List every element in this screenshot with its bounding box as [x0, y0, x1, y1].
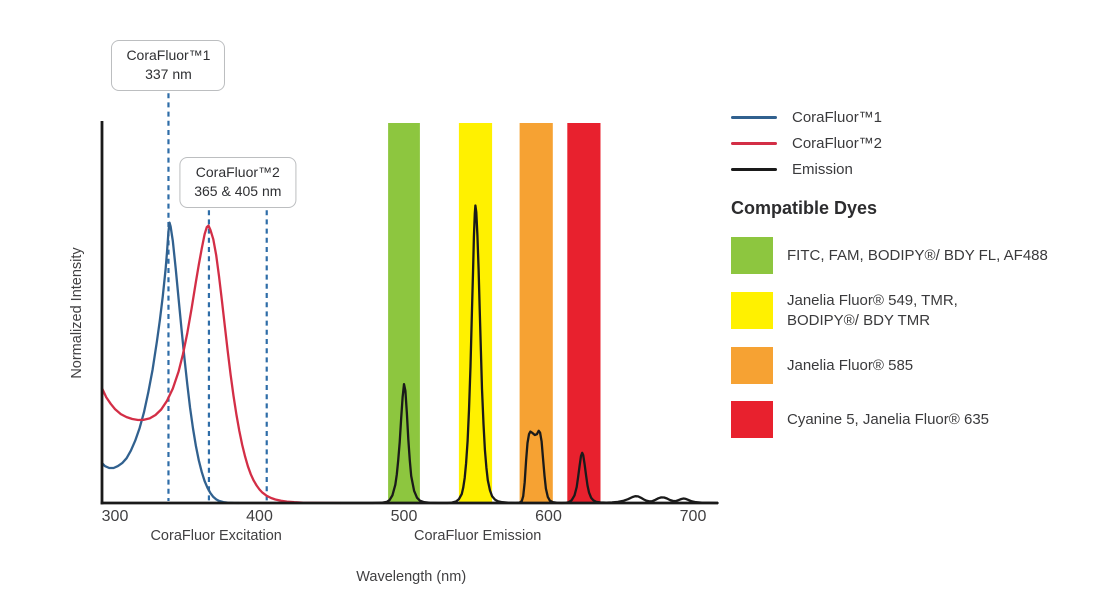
y-axis-label: Normalized Intensity: [69, 247, 85, 379]
yellow-band-swatch: [731, 292, 773, 329]
callout-corafluor1-name: CoraFluor™1: [126, 47, 211, 63]
x-tick-300: 300: [102, 508, 129, 525]
corafluor2-line-swatch: [731, 141, 777, 145]
dye-label: Janelia Fluor® 585: [787, 356, 914, 374]
legend-item-emission: Emission: [731, 156, 1103, 182]
callout-corafluor2: CoraFluor™2 365 & 405 nm: [179, 157, 297, 208]
dye-row-orange: Janelia Fluor® 585: [731, 347, 1103, 384]
x-axis-region-emission: CoraFluor Emission: [414, 528, 542, 544]
curve-0: [100, 221, 241, 505]
legend-label: CoraFluor™1: [792, 108, 883, 126]
filter-band-0: [388, 123, 420, 503]
dye-row-red: Cyanine 5, Janelia Fluor® 635: [731, 401, 1103, 438]
green-band-swatch: [731, 237, 773, 274]
callout-corafluor2-wavelength: 365 & 405 nm: [194, 183, 282, 200]
legend-label: CoraFluor™2: [792, 134, 883, 152]
x-tick-500: 500: [391, 508, 418, 525]
legend-item-corafluor2: CoraFluor™2: [731, 130, 1103, 156]
dye-row-yellow: Janelia Fluor® 549, TMR, BODIPY®/ BDY TM…: [731, 291, 1103, 330]
x-tick-700: 700: [680, 508, 707, 525]
filter-band-3: [567, 123, 601, 503]
orange-band-swatch: [731, 347, 773, 384]
x-axis-region-excitation: CoraFluor Excitation: [150, 528, 282, 544]
red-band-swatch: [731, 401, 773, 438]
emission-line-swatch: [731, 167, 777, 171]
filter-band-2: [519, 123, 553, 503]
compatible-dyes-heading: Compatible Dyes: [731, 198, 878, 218]
filter-band-1: [458, 123, 493, 503]
x-tick-600: 600: [535, 508, 562, 525]
spectra-chart: 300 400 500 600 700: [100, 84, 719, 525]
legend: CoraFluor™1 CoraFluor™2 Emission Compati…: [731, 104, 1103, 455]
curve-2: [339, 204, 719, 505]
legend-item-corafluor1: CoraFluor™1: [731, 104, 1103, 130]
dye-label: Cyanine 5, Janelia Fluor® 635: [787, 410, 990, 428]
curve-1: [100, 224, 342, 505]
legend-label: Emission: [792, 160, 853, 178]
dye-label: FITC, FAM, BODIPY®/ BDY FL, AF488: [787, 246, 1048, 264]
callout-corafluor2-name: CoraFluor™2: [195, 164, 280, 180]
dye-label: Janelia Fluor® 549, TMR, BODIPY®/ BDY TM…: [787, 292, 958, 329]
callout-corafluor1-wavelength: 337 nm: [145, 66, 192, 83]
x-axis-label: Wavelength (nm): [356, 569, 467, 585]
callout-corafluor1: CoraFluor™1 337 nm: [111, 40, 226, 91]
dye-row-green: FITC, FAM, BODIPY®/ BDY FL, AF488: [731, 237, 1103, 274]
corafluor1-line-swatch: [731, 115, 777, 119]
x-tick-400: 400: [246, 508, 273, 525]
